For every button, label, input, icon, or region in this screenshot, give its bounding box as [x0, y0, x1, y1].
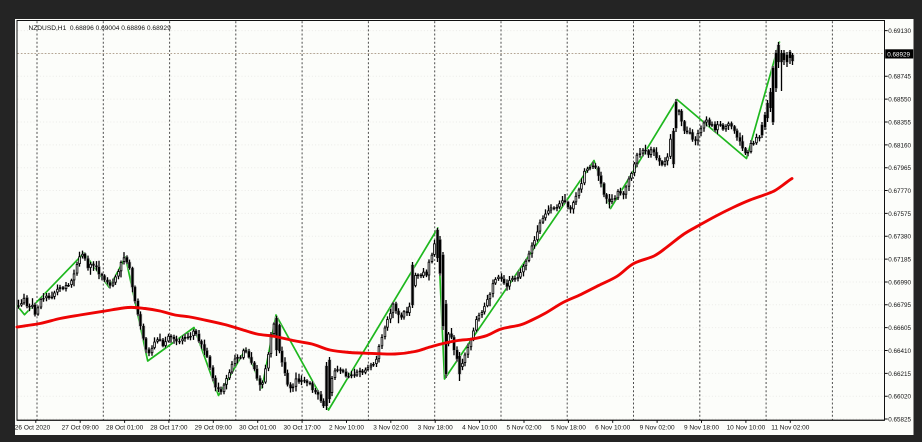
svg-text:11 Nov 02:00: 11 Nov 02:00	[771, 424, 810, 431]
svg-text:2 Nov 10:00: 2 Nov 10:00	[329, 424, 364, 431]
svg-text:9 Nov 02:00: 9 Nov 02:00	[640, 424, 675, 431]
svg-text:0.67965: 0.67965	[888, 165, 911, 172]
svg-text:3 Nov 02:00: 3 Nov 02:00	[373, 424, 408, 431]
svg-text:0.68550: 0.68550	[888, 97, 911, 104]
svg-text:30 Oct 01:00: 30 Oct 01:00	[239, 424, 277, 431]
svg-text:30 Oct 17:00: 30 Oct 17:00	[283, 424, 321, 431]
svg-text:0.66605: 0.66605	[888, 325, 911, 332]
svg-text:0.66990: 0.66990	[888, 279, 911, 286]
svg-text:26 Oct 2020: 26 Oct 2020	[15, 424, 51, 431]
svg-text:0.66410: 0.66410	[888, 348, 911, 355]
svg-text:10 Nov 10:00: 10 Nov 10:00	[727, 424, 766, 431]
svg-text:0.68355: 0.68355	[888, 119, 911, 126]
svg-text:NZDUSD,H1 0.68896 0.69004 0.6: NZDUSD,H1 0.68896 0.69004 0.68896 0.6892…	[29, 25, 172, 32]
svg-text:0.65825: 0.65825	[888, 416, 911, 423]
svg-text:0.66020: 0.66020	[888, 394, 911, 401]
svg-text:0.66215: 0.66215	[888, 371, 911, 378]
svg-text:6 Nov 10:00: 6 Nov 10:00	[595, 424, 630, 431]
svg-text:4 Nov 10:00: 4 Nov 10:00	[462, 424, 497, 431]
svg-text:28 Oct 17:00: 28 Oct 17:00	[150, 424, 188, 431]
svg-text:28 Oct 01:00: 28 Oct 01:00	[106, 424, 144, 431]
svg-text:5 Nov 02:00: 5 Nov 02:00	[506, 424, 541, 431]
svg-text:0.69130: 0.69130	[888, 28, 911, 35]
svg-text:0.68929: 0.68929	[887, 52, 910, 59]
svg-text:5 Nov 18:00: 5 Nov 18:00	[551, 424, 586, 431]
svg-text:0.68745: 0.68745	[888, 74, 911, 81]
svg-text:0.66795: 0.66795	[888, 302, 911, 309]
svg-text:0.67770: 0.67770	[888, 188, 911, 195]
svg-text:0.68160: 0.68160	[888, 142, 911, 149]
svg-text:0.67380: 0.67380	[888, 234, 911, 241]
svg-text:0.67185: 0.67185	[888, 257, 911, 264]
svg-text:3 Nov 18:00: 3 Nov 18:00	[418, 424, 453, 431]
svg-text:9 Nov 18:00: 9 Nov 18:00	[684, 424, 719, 431]
svg-text:29 Oct 09:00: 29 Oct 09:00	[195, 424, 233, 431]
svg-text:0.67575: 0.67575	[888, 211, 911, 218]
svg-text:27 Oct 09:00: 27 Oct 09:00	[62, 424, 100, 431]
